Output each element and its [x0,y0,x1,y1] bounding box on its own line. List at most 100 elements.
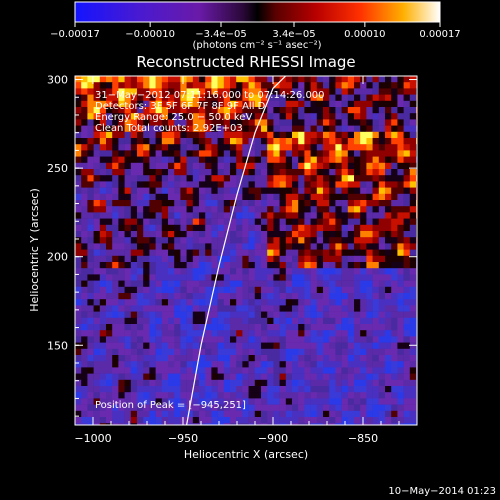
heatmap-cell [347,386,355,393]
heatmap-cell [168,398,175,405]
heatmap-cell [99,417,107,424]
heatmap-cell [75,162,82,170]
heatmap-cell [106,169,113,176]
heatmap-cell [168,286,175,294]
heatmap-cell [161,237,169,244]
heatmap-cell [168,243,175,250]
heatmap-cell [323,181,330,188]
heatmap-cell [75,355,82,362]
heatmap-cell [372,355,380,362]
heatmap-cell [279,410,287,418]
heatmap-cell [267,113,274,120]
heatmap-cell [230,280,237,288]
heatmap-cell [409,181,417,188]
heatmap-cell [354,181,361,188]
heatmap-cell [403,82,411,89]
heatmap-cell [403,379,411,387]
heatmap-cell [81,317,88,325]
heatmap-cell [161,169,169,176]
heatmap-cell [137,361,144,368]
heatmap-cell [106,299,113,306]
heatmap-cell [292,169,299,176]
heatmap-cell [130,237,138,244]
heatmap-cell [137,181,144,188]
heatmap-cell [267,342,274,350]
heatmap-cell [192,392,200,399]
heatmap-cell [87,144,94,151]
heatmap-cell [403,317,411,325]
heatmap-cell [360,162,367,170]
heatmap-cell [304,125,311,133]
heatmap-cell [192,94,200,102]
heatmap-cell [230,224,237,232]
heatmap-cell [354,175,361,182]
heatmap-cell [155,268,163,275]
heatmap-cell [285,404,293,412]
heatmap-cell [118,392,125,399]
heatmap-cell [347,311,355,319]
heatmap-cell [385,324,392,331]
heatmap-cell [143,131,150,139]
heatmap-cell [329,212,336,219]
heatmap-cell [267,125,274,133]
heatmap-cell [329,386,336,393]
heatmap-cell [155,336,163,343]
heatmap-cell [397,348,404,356]
heatmap-cell [143,169,150,176]
heatmap-cell [310,218,318,226]
heatmap-cell [174,94,181,102]
heatmap-cell [130,113,138,120]
heatmap-cell [310,268,318,275]
heatmap-cell [366,262,373,269]
heatmap-cell [298,299,305,306]
heatmap-cell [87,162,94,170]
heatmap-cell [124,162,132,170]
heatmap-cell [403,107,411,114]
heatmap-cell [248,392,256,399]
heatmap-cell [366,361,373,368]
heatmap-cell [87,169,94,176]
heatmap-cell [192,125,200,133]
heatmap-cell [211,107,218,114]
heatmap-cell [130,156,138,164]
heatmap-cell [217,187,225,195]
heatmap-cell [347,274,355,281]
heatmap-cell [124,330,132,337]
heatmap-cell [310,82,318,89]
heatmap-cell [323,175,330,182]
heatmap-cell [87,125,94,133]
heatmap-cell [168,175,175,182]
heatmap-cell [347,262,355,269]
heatmap-cell [230,138,237,145]
heatmap-cell [118,218,125,226]
heatmap-cell [385,417,392,424]
heatmap-cell [106,237,113,244]
heatmap-cell [81,200,88,207]
heatmap-cell [329,231,336,238]
heatmap-cell [360,317,367,325]
heatmap-cell [341,386,349,393]
heatmap-cell [385,392,392,399]
heatmap-cell [329,175,336,182]
heatmap-cell [391,324,398,331]
heatmap-cell [403,138,411,145]
heatmap-cell [106,255,113,263]
heatmap-cell [174,175,181,182]
heatmap-cell [385,113,392,120]
heatmap-cell [403,156,411,164]
heatmap-cell [329,324,336,331]
heatmap-cell [354,317,361,325]
heatmap-cell [248,367,256,374]
heatmap-cell [180,94,187,102]
heatmap-cell [298,324,305,331]
heatmap-cell [230,200,237,207]
heatmap-cell [106,398,113,405]
heatmap-cell [199,324,206,331]
heatmap-cell [223,348,231,356]
heatmap-cell [360,330,367,337]
heatmap-cell [118,317,125,325]
heatmap-cell [199,156,206,164]
heatmap-cell [199,169,206,176]
heatmap-cell [192,305,200,312]
heatmap-cell [409,131,417,139]
